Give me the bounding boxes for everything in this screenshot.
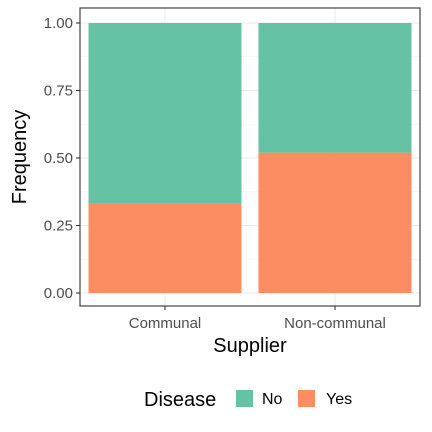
bar-communal-no: [88, 23, 242, 204]
legend-label-yes: Yes: [326, 391, 352, 408]
bar-non-communal-no: [258, 23, 412, 153]
y-axis-title: Frequency: [9, 110, 31, 205]
legend-label-no: No: [262, 391, 283, 408]
y-tick-label-3: 0.75: [44, 83, 73, 100]
bar-communal-yes: [88, 203, 242, 293]
bars: [88, 23, 412, 293]
plot-border: [79, 7, 421, 307]
x-tick-label-1: Non-communal: [284, 315, 386, 332]
y-tick-label-1: 0.25: [44, 218, 73, 235]
y-tick-label-2: 0.50: [44, 150, 73, 167]
legend-title: Disease: [144, 389, 216, 411]
bar-non-communal-yes: [258, 152, 412, 293]
x-axis: Communal Non-communal: [129, 306, 386, 332]
legend-key-yes: [298, 390, 315, 407]
legend: Disease No Yes: [144, 389, 352, 411]
x-tick-label-0: Communal: [129, 315, 202, 332]
y-tick-label-4: 1.00: [44, 15, 73, 32]
x-axis-title: Supplier: [213, 335, 287, 357]
legend-key-no: [236, 390, 253, 407]
y-axis: 0.00 0.25 0.50 0.75 1.00: [44, 15, 80, 302]
y-tick-label-0: 0.00: [44, 285, 73, 302]
